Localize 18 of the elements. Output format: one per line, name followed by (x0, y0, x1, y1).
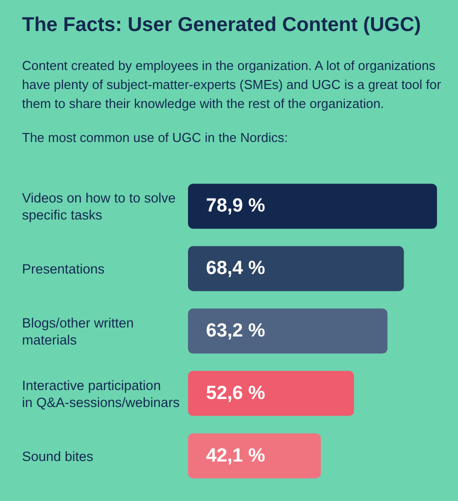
data-label: 68,4 % (206, 258, 266, 280)
y-tick-label: Sound bites (22, 448, 94, 464)
text: The most common use of UGC in the Nordics: (22, 130, 288, 145)
bar (188, 433, 321, 478)
y-tick-label: Presentations (22, 261, 105, 276)
data-label: 42,1 % (206, 445, 266, 466)
y-tick-label: Videos on how to to solve specific tasks (22, 190, 176, 222)
y-tick-label: Blogs/other written materials (22, 315, 134, 347)
bar (188, 370, 354, 416)
data-label: 63,2 % (206, 320, 266, 342)
chart-title: The Facts: User Generated Content (UGC) (22, 14, 421, 37)
y-tick-label: Interactive participation in Q&A-sessions/webinars (22, 377, 180, 410)
bar (188, 184, 437, 229)
data-label: 52,6 % (206, 382, 266, 404)
data-label: 78,9 % (206, 196, 266, 217)
bar (188, 246, 404, 292)
bar (188, 308, 388, 354)
chart-subtitle: Content created by employees in the organization. A lot of organizations have plenty of subject-matter-experts (SMEs) and UGC is a great tool for them to share their knowledge with the rest of the organization. (22, 57, 442, 113)
